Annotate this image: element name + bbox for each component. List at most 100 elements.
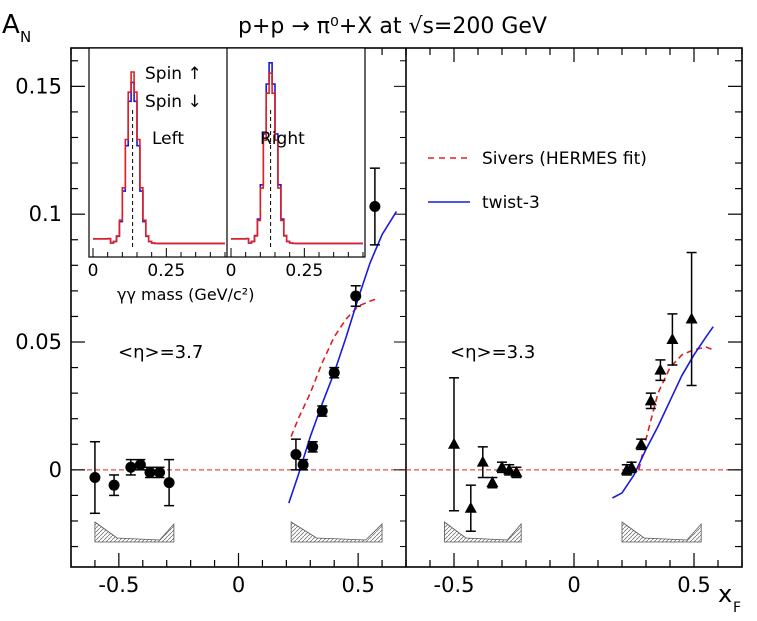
point-marker — [464, 501, 477, 513]
point-marker — [496, 460, 508, 472]
data-point — [328, 366, 340, 379]
point-marker — [290, 449, 302, 461]
data-point — [297, 458, 309, 471]
data-point — [163, 458, 175, 507]
inset-label-right: Right — [260, 129, 305, 149]
twist3-curve — [288, 211, 398, 504]
inset-label-left: Left — [152, 129, 184, 149]
x-tick-label: -0.5 — [434, 573, 475, 597]
twist3-curve — [612, 326, 714, 499]
data-point — [464, 484, 477, 532]
systematic-bands — [94, 521, 702, 543]
point-marker — [503, 463, 516, 475]
point-marker — [476, 455, 489, 467]
inset-x-tick-label: 0 — [226, 261, 237, 281]
svg-text:F: F — [733, 600, 741, 616]
x-axis-ticks: -0.5 0 0.5 -0.5 0 0.5 — [70, 48, 743, 597]
data-point — [448, 377, 460, 512]
data-point — [654, 359, 667, 382]
svg-text:N: N — [20, 28, 31, 46]
point-marker — [154, 466, 166, 478]
systematic-band — [621, 521, 702, 543]
y-axis-ticks: 0 0.05 0.1 0.15 — [15, 60, 742, 548]
legend: Sivers (HERMES fit) twist-3 — [428, 149, 647, 213]
data-points — [89, 167, 698, 532]
systematic-band — [94, 521, 175, 543]
x-axis-title: x F — [718, 580, 741, 616]
data-point — [134, 458, 146, 471]
eta-label-left: <η>=3.7 — [118, 342, 203, 363]
systematic-band — [290, 521, 383, 543]
x-tick-label: 0 — [567, 573, 580, 597]
data-point — [625, 460, 638, 474]
point-marker — [369, 201, 381, 213]
point-marker — [307, 441, 319, 453]
point-marker — [625, 460, 638, 472]
point-marker — [134, 459, 146, 471]
data-point — [89, 440, 101, 515]
y-tick-label: 0.05 — [15, 330, 62, 354]
point-marker — [685, 312, 698, 324]
point-marker — [666, 332, 679, 344]
point-marker — [316, 405, 328, 417]
x-tick-label: 0.5 — [677, 573, 710, 597]
point-marker — [448, 437, 460, 449]
chart-title: p+p → π⁰+X at √s=200 GeV — [238, 14, 547, 39]
svg-text:A: A — [2, 10, 20, 40]
inset-x-tick-label: 0 — [88, 261, 99, 281]
inset-x-tick-label: 0.25 — [147, 261, 185, 281]
point-marker — [644, 394, 657, 406]
data-point — [154, 466, 166, 479]
point-marker — [108, 479, 120, 491]
mass-inset: 0 0.25 0 0.25 Spin ↑ Spin ↓ Left Right γγ m… — [88, 47, 366, 304]
spin-up-histogram — [231, 72, 363, 245]
x-tick-label: 0.5 — [341, 573, 374, 597]
y-tick-label: 0.15 — [15, 74, 62, 98]
spin-up-histogram — [93, 71, 225, 245]
data-point — [108, 474, 120, 497]
data-point — [144, 466, 156, 479]
inset-x-tick-label: 0.25 — [285, 261, 323, 281]
data-point — [644, 392, 657, 410]
data-point — [307, 440, 319, 453]
data-point — [510, 465, 523, 479]
point-marker — [654, 363, 667, 375]
svg-text:x: x — [718, 580, 732, 608]
inset-ticks: 0 0.25 0 0.25 — [88, 248, 364, 281]
data-point — [685, 251, 698, 387]
point-marker — [125, 461, 137, 473]
point-marker — [144, 466, 156, 478]
data-point — [476, 446, 489, 479]
data-point — [316, 405, 328, 417]
point-marker — [350, 290, 362, 302]
data-point — [369, 167, 381, 246]
data-point — [350, 285, 362, 307]
inset-legend-spin-up: Spin ↑ — [145, 64, 202, 84]
point-marker — [163, 477, 175, 489]
x-tick-label: -0.5 — [98, 573, 139, 597]
y-tick-label: 0 — [49, 458, 62, 482]
legend-sivers-label: Sivers (HERMES fit) — [482, 149, 647, 169]
point-marker — [635, 437, 648, 449]
legend-twist3-label: twist-3 — [482, 193, 540, 213]
inset-x-axis-title: γγ mass (GeV/c²) — [117, 285, 254, 304]
inset-legend-spin-down: Spin ↓ — [145, 92, 202, 112]
theory-curves — [288, 211, 714, 504]
point-marker — [510, 465, 523, 477]
point-marker — [297, 459, 309, 471]
eta-label-right: <η>=3.3 — [450, 342, 535, 363]
point-marker — [89, 472, 101, 484]
data-point — [290, 438, 302, 471]
data-point — [125, 458, 137, 476]
point-marker — [486, 476, 499, 488]
inset-histograms — [93, 62, 363, 248]
data-point — [635, 437, 648, 451]
systematic-band — [444, 521, 522, 543]
data-point — [666, 313, 679, 366]
data-point — [486, 476, 499, 489]
y-axis-title: A N — [2, 10, 31, 46]
x-tick-label: 0 — [232, 573, 245, 597]
point-marker — [328, 367, 340, 379]
y-tick-label: 0.1 — [29, 202, 62, 226]
